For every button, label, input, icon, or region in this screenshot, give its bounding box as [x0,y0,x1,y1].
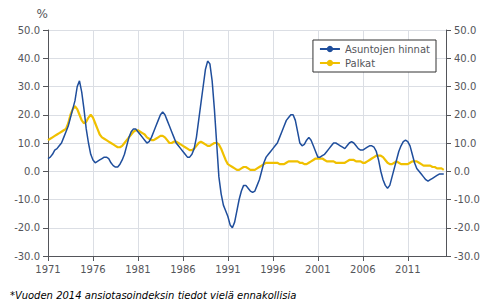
svg-text:40.0: 40.0 [454,53,476,64]
svg-text:30.0: 30.0 [454,81,476,92]
svg-text:-20.0: -20.0 [454,222,480,233]
svg-text:Asuntojen hinnat: Asuntojen hinnat [345,44,430,55]
svg-text:2006: 2006 [350,264,375,275]
svg-text:1971: 1971 [35,264,60,275]
svg-text:0.0: 0.0 [454,166,470,177]
svg-text:1976: 1976 [80,264,105,275]
svg-text:-30.0: -30.0 [14,251,40,262]
svg-text:2001: 2001 [305,264,330,275]
svg-text:10.0: 10.0 [454,138,476,149]
svg-text:-10.0: -10.0 [454,194,480,205]
svg-text:*Vuoden 2014 ansiotasoindeksin: *Vuoden 2014 ansiotasoindeksin tiedot vi… [10,290,296,301]
svg-text:40.0: 40.0 [18,53,40,64]
svg-text:1996: 1996 [260,264,285,275]
svg-text:30.0: 30.0 [18,81,40,92]
svg-text:Palkat: Palkat [345,58,375,69]
svg-text:20.0: 20.0 [18,109,40,120]
svg-text:-30.0: -30.0 [454,251,480,262]
svg-text:20.0: 20.0 [454,109,476,120]
svg-text:50.0: 50.0 [454,25,476,36]
svg-text:1986: 1986 [170,264,195,275]
svg-text:-20.0: -20.0 [14,222,40,233]
svg-text:2011: 2011 [395,264,420,275]
svg-text:%: % [37,7,48,21]
svg-text:1991: 1991 [215,264,240,275]
svg-text:-10.0: -10.0 [14,194,40,205]
svg-text:10.0: 10.0 [18,138,40,149]
svg-text:50.0: 50.0 [18,25,40,36]
svg-text:0.0: 0.0 [24,166,40,177]
svg-text:1981: 1981 [125,264,150,275]
